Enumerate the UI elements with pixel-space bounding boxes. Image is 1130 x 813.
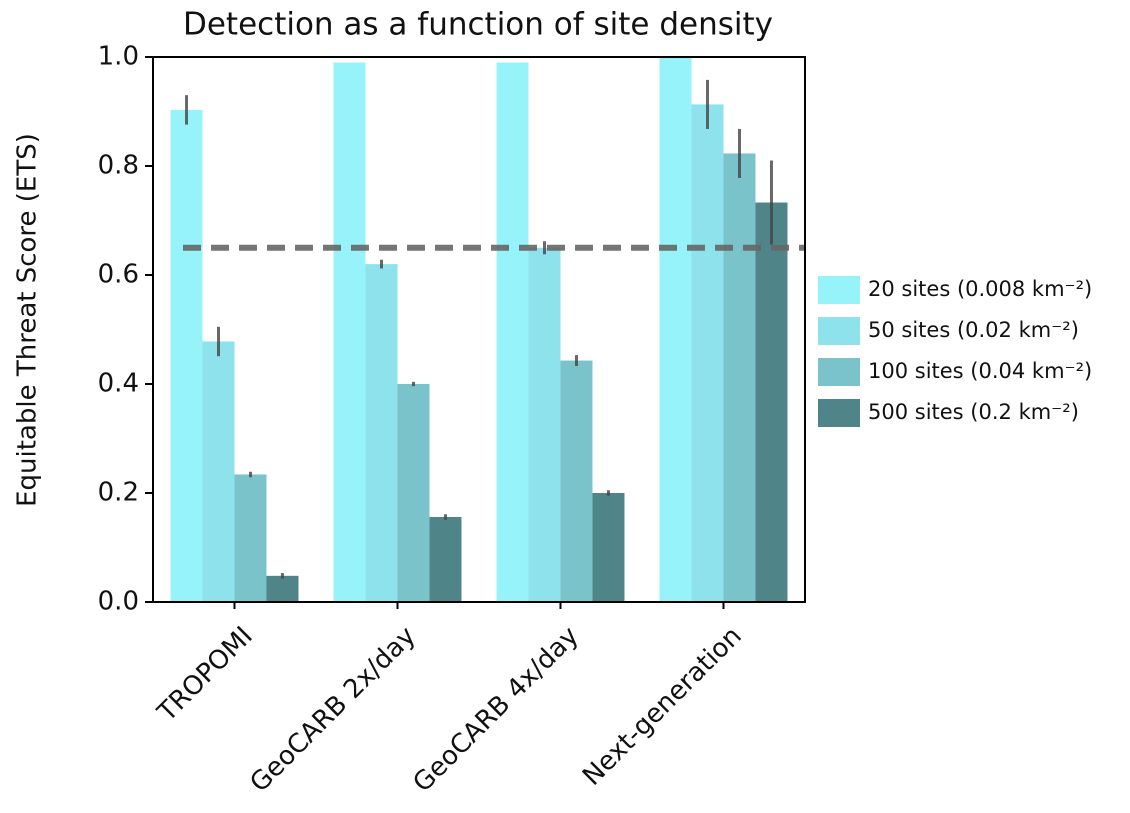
plot-frame (152, 56, 806, 603)
bar (170, 109, 203, 603)
legend-swatch (818, 276, 860, 304)
bar (496, 62, 529, 602)
y-tick-label: 0.8 (98, 151, 139, 181)
bar (755, 202, 788, 602)
bar (202, 341, 235, 602)
legend-label: 500 sites (0.2 km⁻²) (868, 400, 1079, 424)
x-tick-label: Next-generation (577, 621, 748, 792)
y-axis-label: Equitable Threat Score (ETS) (13, 133, 43, 507)
legend-swatch (818, 317, 860, 345)
y-tick-label: 1.0 (98, 42, 139, 72)
bar (365, 264, 398, 602)
bar (592, 493, 625, 602)
bar (560, 360, 593, 602)
bar (397, 384, 430, 602)
y-tick-label: 0.6 (98, 260, 139, 290)
bar (266, 575, 299, 602)
bar (234, 474, 267, 602)
legend-label: 50 sites (0.02 km⁻²) (868, 318, 1079, 342)
x-tick-label: GeoCARB 4x/day (408, 621, 585, 798)
legend-swatch (818, 399, 860, 427)
legend-label: 100 sites (0.04 km⁻²) (868, 359, 1092, 383)
bar (429, 516, 462, 602)
chart-title: Detection as a function of site density (183, 7, 773, 43)
legend-label: 20 sites (0.008 km⁻²) (868, 277, 1092, 301)
bar (528, 247, 561, 602)
x-tick-label: GeoCARB 2x/day (245, 621, 422, 798)
bar (659, 57, 692, 602)
bar (691, 104, 724, 602)
bar (723, 153, 756, 602)
y-tick-label: 0.4 (98, 369, 139, 399)
legend-swatch (818, 358, 860, 386)
x-tick-label: TROPOMI (152, 621, 259, 728)
y-tick-label: 0.0 (98, 587, 139, 617)
bar (333, 62, 366, 602)
y-tick-label: 0.2 (98, 478, 139, 508)
